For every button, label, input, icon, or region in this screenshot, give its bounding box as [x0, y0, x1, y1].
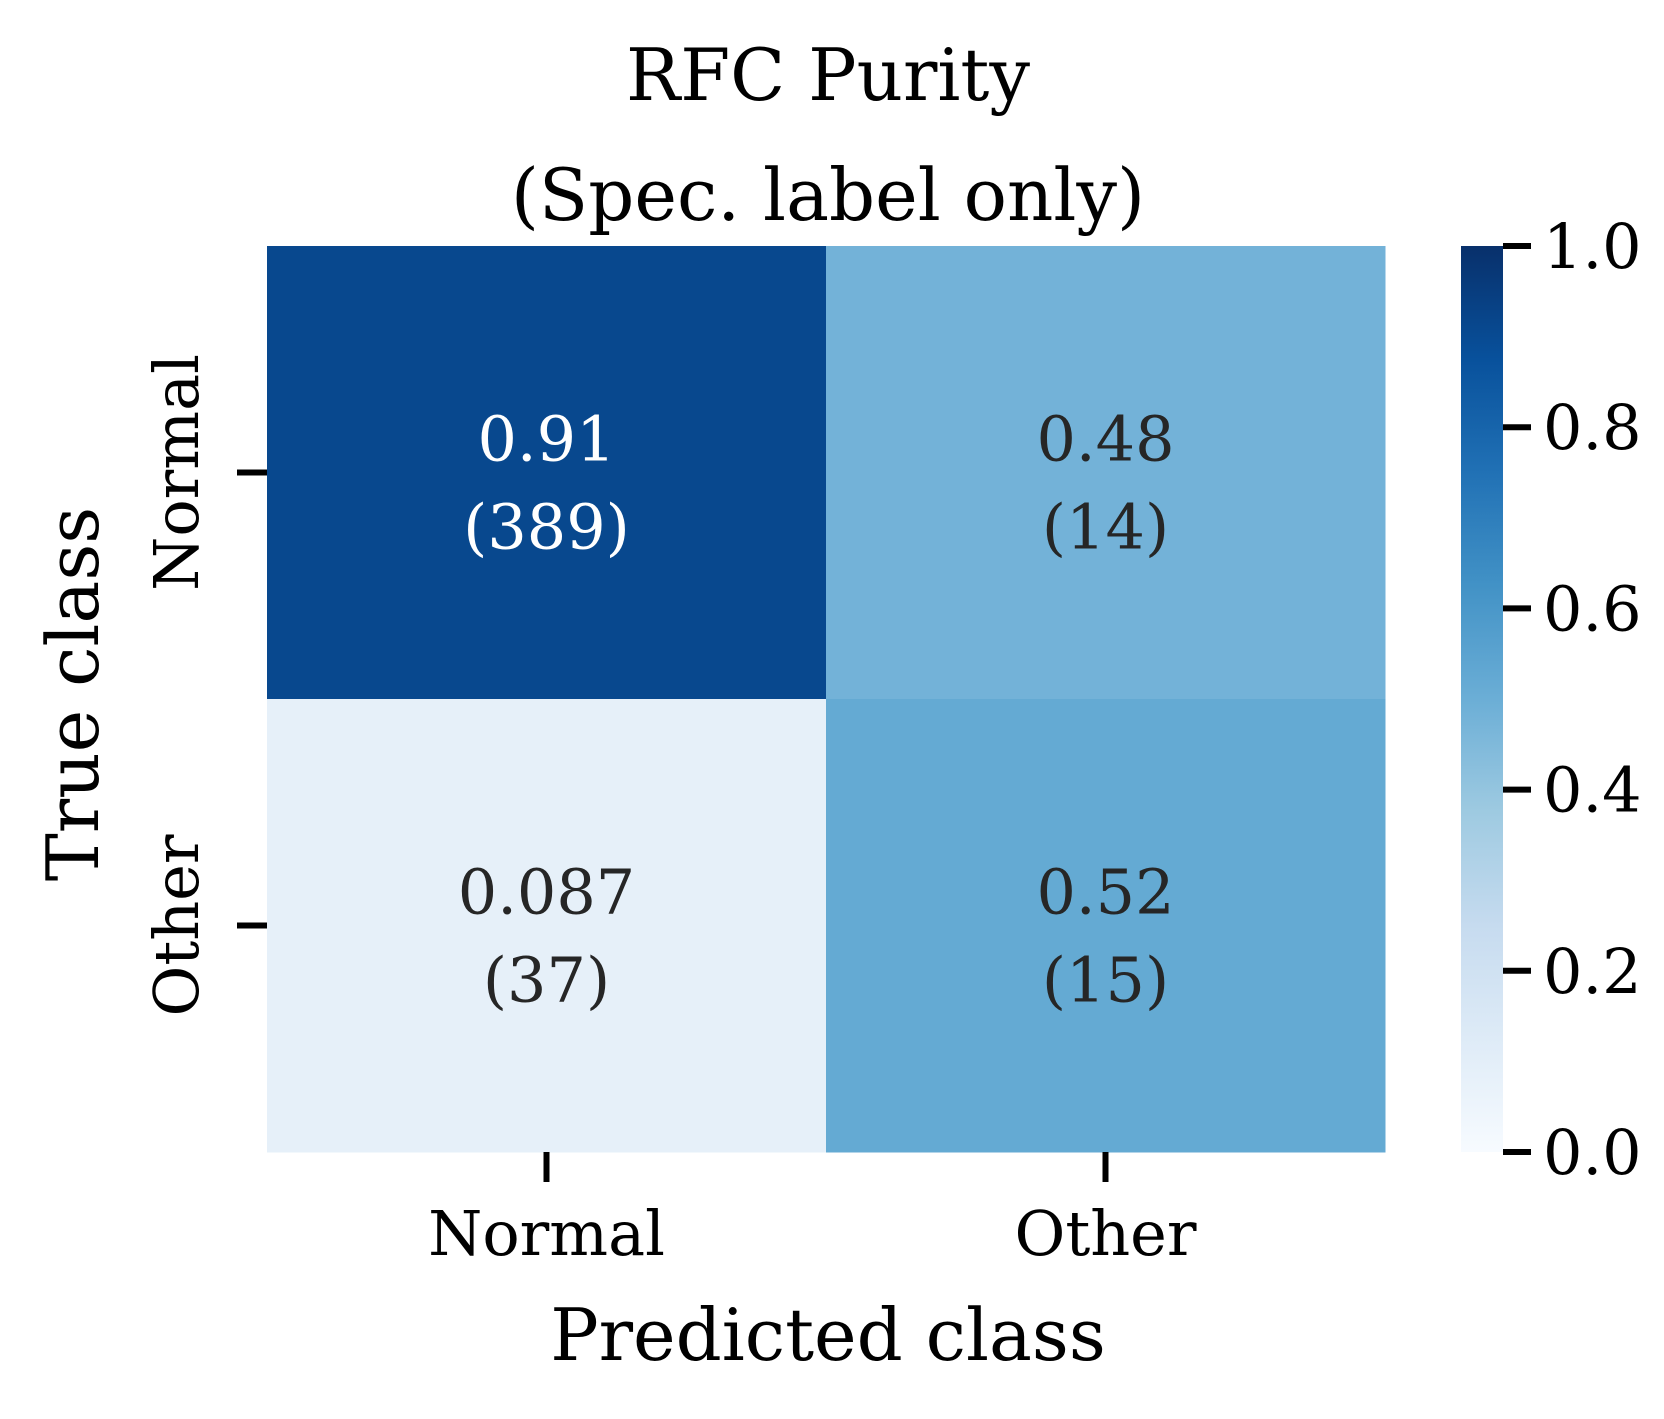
colorbar-tick-label: 0.4 [1543, 754, 1642, 827]
heatmap-cells: 0.91 (389) 0.48 (14) 0.087 (37) 0.52 (15) [267, 246, 1386, 1153]
colorbar-tick-label: 0.2 [1543, 935, 1642, 1008]
cell-value-label: 0.48 [1036, 403, 1174, 476]
colorbar-tick-label: 1.0 [1543, 210, 1642, 283]
colorbar-tick-label: 0.0 [1543, 1116, 1642, 1189]
x-tick-label: Other [1014, 1197, 1196, 1270]
chart-title-line-2: (Spec. label only) [511, 153, 1145, 237]
colorbar-ticks: 0.0 0.2 0.4 0.6 0.8 1.0 [1503, 210, 1642, 1189]
x-axis-label: Predicted class [550, 1293, 1106, 1377]
cell-count-label: (14) [1042, 491, 1169, 564]
colorbar-tick-label: 0.6 [1543, 572, 1642, 645]
colorbar-tick-label: 0.8 [1543, 391, 1642, 464]
y-tick-label: Other [140, 834, 213, 1016]
heatmap-cell [826, 699, 1386, 1153]
cell-count-label: (37) [483, 944, 610, 1017]
x-axis: Normal Other [428, 1152, 1197, 1270]
y-axis-label: True class [31, 507, 115, 881]
cell-value-label: 0.087 [458, 856, 636, 929]
cell-value-label: 0.52 [1036, 856, 1174, 929]
colorbar [1461, 246, 1503, 1152]
cell-count-label: (389) [463, 491, 630, 564]
heatmap-cell [267, 246, 827, 700]
cell-value-label: 0.91 [477, 403, 615, 476]
y-tick-label: Normal [140, 354, 213, 591]
heatmap-cell [267, 699, 827, 1153]
heatmap-cell [826, 246, 1386, 700]
y-axis: Normal Other [140, 354, 267, 1017]
x-tick-label: Normal [428, 1197, 665, 1270]
chart-title-line-1: RFC Purity [626, 33, 1030, 117]
cell-count-label: (15) [1042, 944, 1169, 1017]
